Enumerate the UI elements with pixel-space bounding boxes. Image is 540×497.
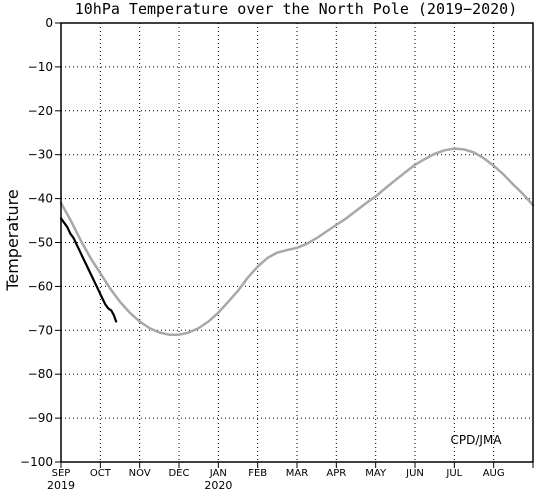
y-tick-label: −90 xyxy=(28,411,53,425)
series-lines xyxy=(59,147,535,336)
x-tick-label: NOV xyxy=(129,468,151,479)
climatology-line xyxy=(59,147,535,336)
y-tick-label: −20 xyxy=(28,104,53,118)
y-tick-label: 0 xyxy=(45,16,53,30)
y-tick-label: −40 xyxy=(28,192,53,206)
x-tick-label: SEP xyxy=(52,468,71,479)
chart-title: 10hPa Temperature over the North Pole (2… xyxy=(75,0,518,18)
x-year-label: 2020 xyxy=(204,479,232,492)
x-tick-label: JAN xyxy=(209,468,227,479)
y-tick-label: −70 xyxy=(28,323,53,337)
x-tick-label: AUG xyxy=(483,468,505,479)
x-year-label: 2019 xyxy=(47,479,75,492)
x-tick-label: FEB xyxy=(248,468,267,479)
y-axis-label: Temperature xyxy=(3,189,22,291)
x-tick-label: JUL xyxy=(445,468,462,479)
plot-frame xyxy=(60,22,534,463)
gridlines xyxy=(61,23,533,462)
chart-annotation: CPD/JMA xyxy=(451,433,503,447)
y-tick-label: −60 xyxy=(28,279,53,293)
x-tick-label: JUN xyxy=(405,468,424,479)
y-tick-label: −10 xyxy=(28,60,53,74)
x-tick-label: MAR xyxy=(286,468,308,479)
x-tick-label: MAY xyxy=(365,468,387,479)
x-tick-label: APR xyxy=(326,468,346,479)
y-tick-label: −30 xyxy=(28,148,53,162)
y-tick-label: −80 xyxy=(28,367,53,381)
x-tick-label: DEC xyxy=(168,468,189,479)
observed-line xyxy=(59,217,118,323)
y-tick-label: −50 xyxy=(28,236,53,250)
y-tick-label: −100 xyxy=(20,455,53,469)
x-tick-label: OCT xyxy=(90,468,112,479)
